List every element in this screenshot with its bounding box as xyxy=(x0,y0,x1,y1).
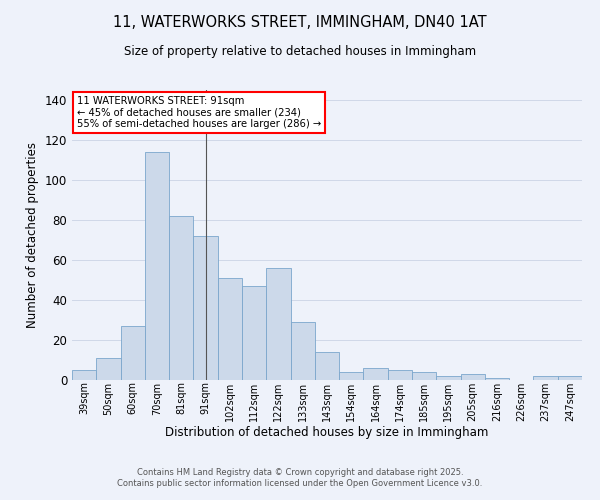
Bar xyxy=(558,376,582,380)
Text: Size of property relative to detached houses in Immingham: Size of property relative to detached ho… xyxy=(124,45,476,58)
Bar xyxy=(412,372,436,380)
Bar xyxy=(339,372,364,380)
Bar xyxy=(290,322,315,380)
Bar xyxy=(485,378,509,380)
Bar xyxy=(266,268,290,380)
Bar xyxy=(533,376,558,380)
Text: 11, WATERWORKS STREET, IMMINGHAM, DN40 1AT: 11, WATERWORKS STREET, IMMINGHAM, DN40 1… xyxy=(113,15,487,30)
Bar xyxy=(169,216,193,380)
Bar xyxy=(145,152,169,380)
Bar xyxy=(242,286,266,380)
Bar xyxy=(315,352,339,380)
Bar xyxy=(436,376,461,380)
Bar xyxy=(193,236,218,380)
Bar xyxy=(72,370,96,380)
Text: Contains HM Land Registry data © Crown copyright and database right 2025.
Contai: Contains HM Land Registry data © Crown c… xyxy=(118,468,482,487)
X-axis label: Distribution of detached houses by size in Immingham: Distribution of detached houses by size … xyxy=(166,426,488,440)
Y-axis label: Number of detached properties: Number of detached properties xyxy=(26,142,39,328)
Bar xyxy=(218,278,242,380)
Bar xyxy=(461,374,485,380)
Text: 11 WATERWORKS STREET: 91sqm
← 45% of detached houses are smaller (234)
55% of se: 11 WATERWORKS STREET: 91sqm ← 45% of det… xyxy=(77,96,322,129)
Bar xyxy=(388,370,412,380)
Bar xyxy=(364,368,388,380)
Bar xyxy=(96,358,121,380)
Bar xyxy=(121,326,145,380)
